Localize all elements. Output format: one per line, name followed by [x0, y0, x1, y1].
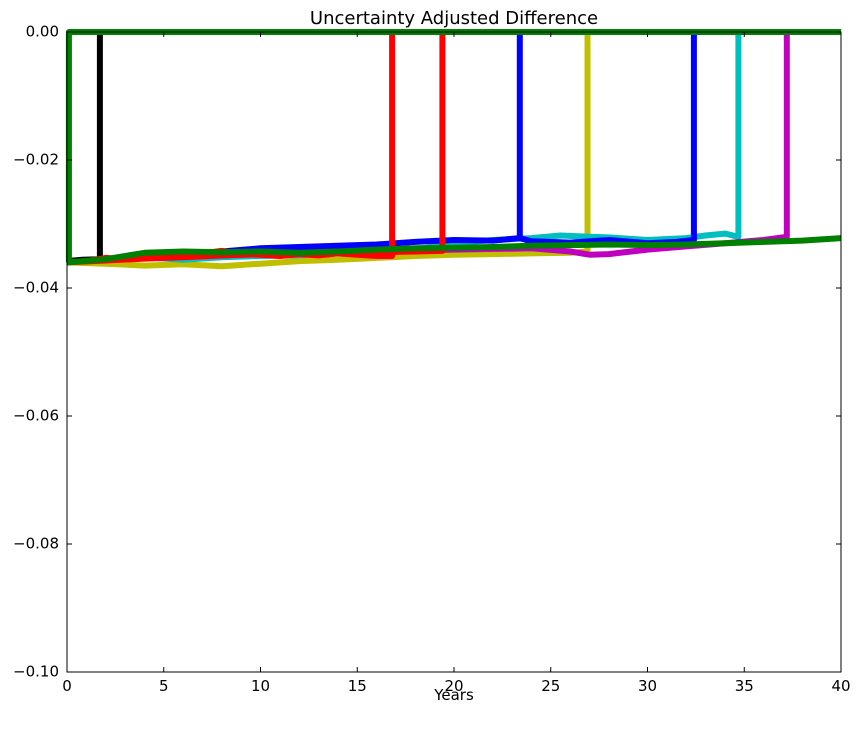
x-axis-label: Years: [433, 686, 474, 704]
ticks-layer: 0 5 10 15 20 25 30 35 40 0.00 −0.02 −0.04 −0.06 −0.08…: [13, 23, 851, 696]
series-layer: [65, 29, 842, 270]
x-tick-label: 25: [541, 677, 560, 695]
series-line-9: [65, 29, 841, 266]
y-tick-label: 0.00: [26, 23, 59, 41]
x-tick-label: 0: [62, 677, 72, 695]
series-line-6: [66, 29, 841, 265]
series-line-7: [66, 29, 841, 266]
series-line-10: [66, 235, 842, 266]
series-line-4: [66, 29, 841, 265]
y-tick-label: −0.02: [13, 151, 59, 169]
y-tick-label: −0.06: [13, 407, 59, 425]
chart-title: Uncertainty Adjusted Difference: [310, 8, 598, 29]
x-tick-label: 35: [735, 677, 754, 695]
x-tick-label: 40: [831, 677, 850, 695]
x-tick-label: 15: [348, 677, 367, 695]
series-line-2: [66, 29, 841, 265]
series-line-3: [66, 29, 841, 265]
series-line-8: [66, 29, 841, 266]
series-line-5: [519, 32, 697, 247]
plot-frame: [66, 31, 842, 673]
x-tick-label: 5: [159, 677, 169, 695]
y-tick-label: −0.10: [13, 663, 59, 681]
y-tick-label: −0.04: [13, 279, 59, 297]
y-tick-label: −0.08: [13, 535, 59, 553]
x-tick-label: 10: [251, 677, 270, 695]
x-tick-label: 20: [444, 677, 463, 695]
x-tick-label: 30: [638, 677, 657, 695]
